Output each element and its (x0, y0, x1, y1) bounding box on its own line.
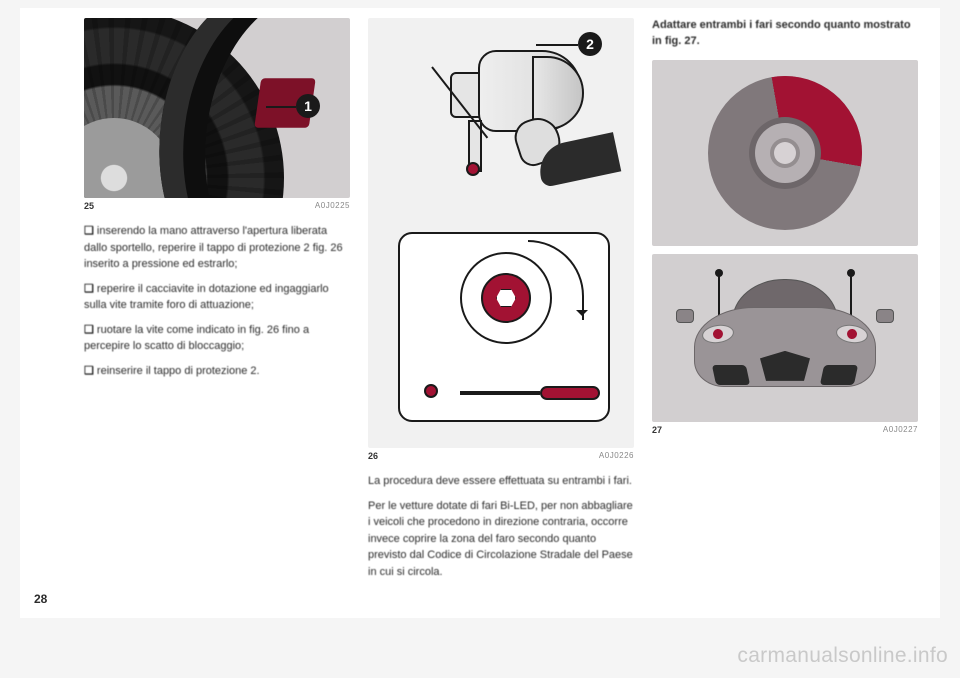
figure-26-code: A0J0226 (599, 451, 634, 461)
figure-26: 2 (368, 18, 634, 448)
figure-26-number: 26 (368, 451, 378, 461)
figure-27-car (652, 254, 918, 422)
col2-para-2: Per le vetture dotate di fari Bi-LED, pe… (368, 498, 634, 581)
col1-para-2: reperire il cacciavite in dotazione ed i… (84, 281, 350, 314)
figure-27-code: A0J0227 (883, 425, 918, 435)
figure-27-meta: 27 A0J0227 (652, 425, 918, 435)
callout-2: 2 (578, 32, 602, 56)
figure-27-diagram (652, 60, 918, 246)
column-1: 1 25 A0J0225 inserendo la mano attravers… (84, 18, 350, 610)
column-1-text: inserendo la mano attraverso l'apertura … (84, 223, 350, 387)
col1-para-3: ruotare la vite come indicato in fig. 26… (84, 322, 350, 355)
column-3: Adattare entrambi i fari secondo quanto … (652, 18, 918, 610)
figure-25-number: 25 (84, 201, 94, 211)
figure-27-number: 27 (652, 425, 662, 435)
figure-25-meta: 25 A0J0225 (84, 201, 350, 211)
page-number: 28 (34, 592, 47, 606)
col1-para-4: reinserire il tappo di protezione 2. (84, 363, 350, 380)
figure-26-inset (398, 232, 610, 422)
manual-page: 1 25 A0J0225 inserendo la mano attravers… (20, 8, 940, 618)
col1-para-1: inserendo la mano attraverso l'apertura … (84, 223, 350, 273)
figure-25-code: A0J0225 (315, 201, 350, 211)
col3-top-text: Adattare entrambi i fari secondo quanto … (652, 18, 918, 50)
figure-25: 1 (84, 18, 350, 198)
column-2-text: La procedura deve essere effettuata su e… (368, 473, 634, 580)
callout-1: 1 (296, 94, 320, 118)
column-2: 2 26 A0J0226 La procedura deve essere ef… (368, 18, 634, 610)
figure-26-meta: 26 A0J0226 (368, 451, 634, 461)
watermark: carmanualsonline.info (737, 644, 948, 668)
col2-para-1: La procedura deve essere effettuata su e… (368, 473, 634, 490)
